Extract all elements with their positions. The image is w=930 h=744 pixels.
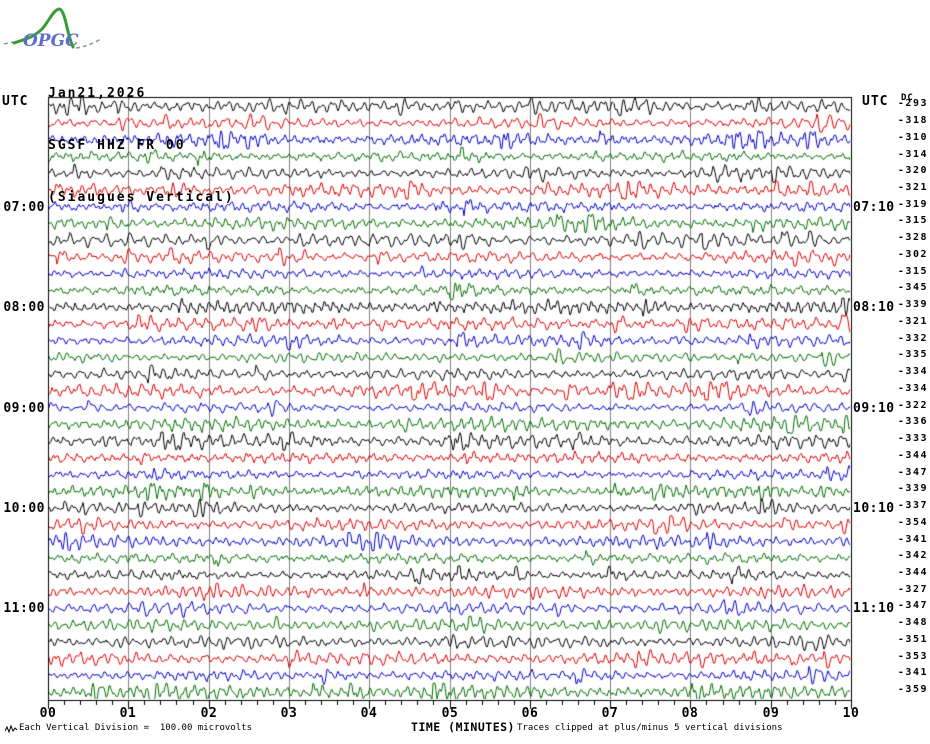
dc-offset-value: -328 [897, 232, 928, 243]
left-hour-label: 08:00 [3, 300, 45, 315]
dc-offset-value: -339 [897, 483, 928, 494]
dc-offset-value: -342 [897, 550, 928, 561]
x-tick-label: 03 [280, 706, 298, 721]
dc-offset-value: -344 [897, 567, 928, 578]
x-tick-label: 02 [200, 706, 218, 721]
x-tick-label: 01 [119, 706, 137, 721]
right-hour-label: 09:10 [853, 401, 895, 416]
left-utc-header: UTC [2, 94, 29, 109]
x-tick-label: 08 [681, 706, 699, 721]
dc-offset-value: -351 [897, 634, 928, 645]
dc-offset-value: -314 [897, 149, 928, 160]
title-station: SGSF HHZ FR 00 [48, 138, 186, 153]
dc-offset-value: -345 [897, 282, 928, 293]
logo-dash-right [75, 38, 102, 49]
x-tick-label: 04 [360, 706, 378, 721]
x-tick-label: 05 [441, 706, 459, 721]
x-tick-label: 10 [842, 706, 860, 721]
dc-offset-value: -353 [897, 651, 928, 662]
dc-offset-value: -341 [897, 667, 928, 678]
x-tick-label: 07 [601, 706, 619, 721]
opgc-logo: OPGC [3, 7, 102, 51]
scale-marker-icon [5, 724, 18, 734]
clip-note: Traces clipped at plus/minus 5 vertical … [517, 723, 783, 733]
x-tick-label: 06 [521, 706, 539, 721]
title-block: Jan21,2026 SGSF HHZ FR 00 (Siaugues Vert… [48, 49, 235, 243]
dc-offset-value: -335 [897, 349, 928, 360]
dc-offset-value: -354 [897, 517, 928, 528]
dc-offset-value: -332 [897, 333, 928, 344]
logo-dash-left [3, 41, 14, 45]
dc-offset-value: -341 [897, 534, 928, 545]
dc-offset-value: -348 [897, 617, 928, 628]
x-tick-label: 00 [39, 706, 57, 721]
right-hour-label: 10:10 [853, 501, 895, 516]
title-location: (Siaugues Vertical) [48, 190, 235, 205]
dc-offset-value: -321 [897, 316, 928, 327]
dc-offset-value: -359 [897, 684, 928, 695]
logo-mountain-curve [12, 7, 75, 49]
dc-offset-value: -293 [897, 98, 928, 109]
right-utc-header: UTC [862, 94, 889, 109]
dc-offset-value: -339 [897, 299, 928, 310]
dc-offset-value: -322 [897, 400, 928, 411]
dc-offset-value: -337 [897, 500, 928, 511]
dc-offset-value: -319 [897, 199, 928, 210]
dc-offset-value: -310 [897, 132, 928, 143]
dc-offset-value: -333 [897, 433, 928, 444]
left-hour-label: 07:00 [3, 200, 45, 215]
left-hour-label: 10:00 [3, 501, 45, 516]
dc-offset-value: -327 [897, 584, 928, 595]
dc-offset-value: -302 [897, 249, 928, 260]
x-tick-label: 09 [762, 706, 780, 721]
right-hour-label: 07:10 [853, 200, 895, 215]
dc-offset-value: -334 [897, 366, 928, 377]
dc-offset-value: -315 [897, 215, 928, 226]
dc-offset-value: -344 [897, 450, 928, 461]
left-hour-label: 09:00 [3, 401, 45, 416]
dc-offset-value: -315 [897, 266, 928, 277]
dc-offset-value: -321 [897, 182, 928, 193]
dc-offset-value: -347 [897, 467, 928, 478]
logo-text: OPGC [23, 31, 79, 51]
dc-offset-value: -334 [897, 383, 928, 394]
right-hour-label: 11:10 [853, 601, 895, 616]
dc-offset-value: -318 [897, 115, 928, 126]
title-date: Jan21,2026 [48, 86, 147, 101]
vertical-division-note: Each Vertical Division = 100.00 microvol… [19, 723, 252, 733]
dc-offset-value: -347 [897, 600, 928, 611]
dc-offset-value: -336 [897, 416, 928, 427]
x-axis-title: TIME (MINUTES) [411, 720, 515, 734]
right-hour-label: 08:10 [853, 300, 895, 315]
left-hour-label: 11:00 [3, 601, 45, 616]
dc-offset-value: -320 [897, 165, 928, 176]
dc-column-header: DC [901, 93, 914, 103]
